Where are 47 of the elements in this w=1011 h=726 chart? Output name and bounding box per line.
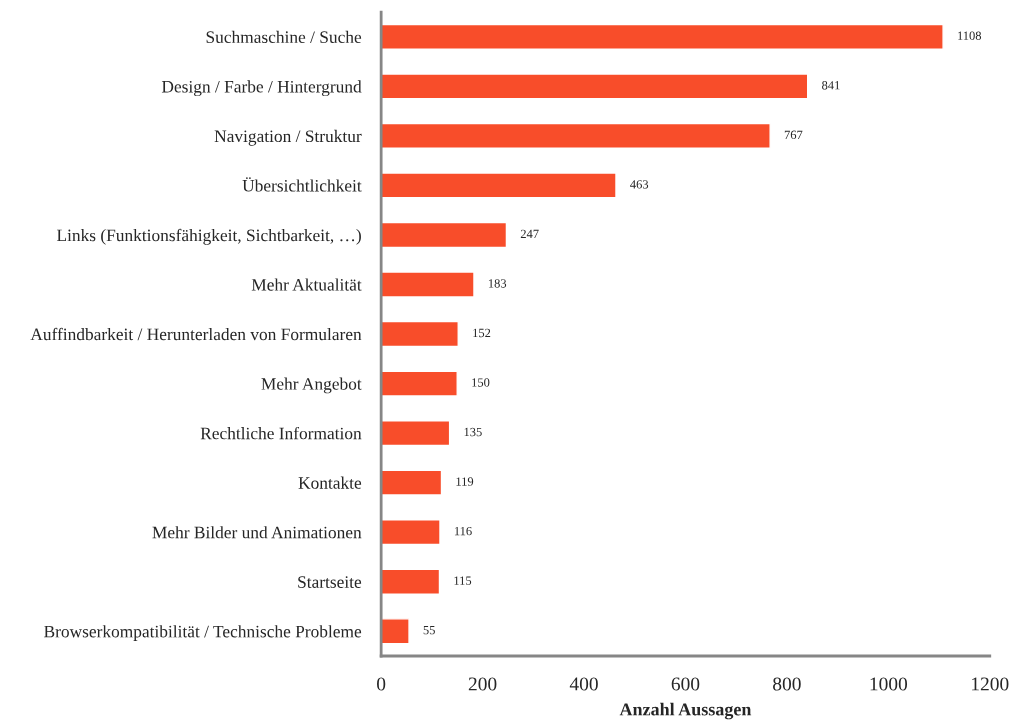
y-tick-label: Mehr Bilder und Animationen bbox=[152, 526, 362, 539]
y-tick-label: Mehr Aktualität bbox=[251, 278, 362, 291]
x-tick-label: 1200 bbox=[972, 677, 1009, 691]
y-tick-label: Navigation / Struktur bbox=[214, 129, 362, 146]
y-tick-label: Rechtliche Information bbox=[200, 426, 362, 440]
data-label: 152 bbox=[473, 328, 491, 338]
data-label: 150 bbox=[472, 378, 490, 387]
x-axis-title: Anzahl Aussagen bbox=[619, 702, 752, 720]
data-label: 119 bbox=[456, 477, 474, 486]
bar bbox=[381, 73, 809, 100]
data-label: 1108 bbox=[958, 31, 982, 40]
y-tick-label: Browserkompatibilität / Technische Probleme bbox=[44, 625, 362, 641]
bar bbox=[381, 469, 443, 496]
y-tick-label: Mehr Angebot bbox=[261, 377, 362, 394]
bar bbox=[381, 221, 508, 249]
x-tick-label: 1000 bbox=[870, 677, 908, 691]
y-tick-label: Übersichtlichkeit bbox=[242, 177, 362, 192]
bar bbox=[381, 23, 944, 50]
bar bbox=[381, 172, 617, 199]
bar bbox=[381, 420, 451, 447]
data-label: 463 bbox=[630, 180, 649, 189]
data-label: 55 bbox=[423, 626, 435, 635]
bar bbox=[381, 568, 441, 595]
bar bbox=[381, 370, 458, 397]
y-tick-label: Kontakte bbox=[298, 476, 362, 489]
data-label: 135 bbox=[464, 427, 482, 437]
bar bbox=[381, 122, 771, 149]
y-tick-label: Startseite bbox=[298, 576, 362, 588]
x-tick-label: 200 bbox=[468, 677, 497, 691]
data-label: 183 bbox=[488, 279, 507, 288]
data-label: 841 bbox=[822, 81, 840, 90]
bar bbox=[381, 519, 441, 546]
y-tick-label: Auffindbarkeit / Herunterladen von Formularen bbox=[30, 327, 362, 341]
x-tick-label: 800 bbox=[773, 677, 801, 691]
y-tick-label: Suchmaschine / Suche bbox=[206, 30, 362, 44]
data-label: 115 bbox=[454, 576, 472, 585]
x-tick-label: 0 bbox=[377, 677, 386, 691]
y-tick-label: Links (Funktionsfähigkeit, Sichtbarkeit, …) bbox=[56, 228, 361, 245]
bar bbox=[381, 271, 475, 298]
data-label: 116 bbox=[454, 526, 472, 536]
x-tick-label: 400 bbox=[569, 677, 598, 691]
bar bbox=[381, 618, 410, 645]
bar bbox=[381, 320, 459, 348]
y-tick-label: Design / Farbe / Hintergrund bbox=[161, 80, 362, 97]
data-label: 767 bbox=[784, 130, 803, 140]
data-label: 247 bbox=[520, 229, 539, 238]
x-tick-label: 600 bbox=[671, 677, 700, 691]
